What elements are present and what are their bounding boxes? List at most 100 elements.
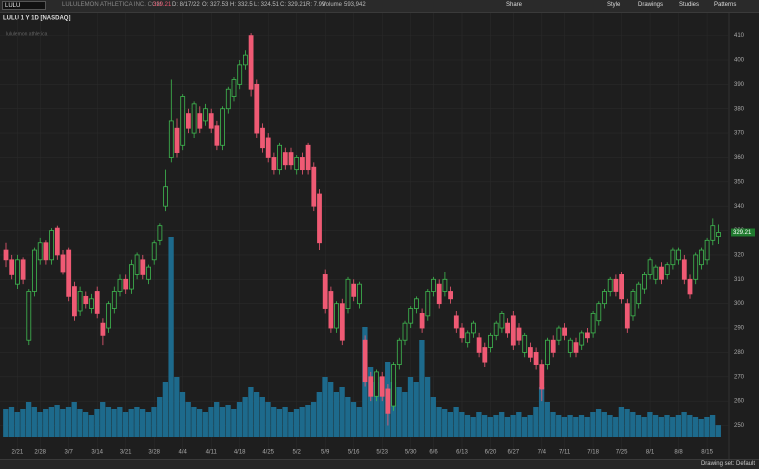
candle-body bbox=[539, 364, 545, 390]
candle-body bbox=[305, 144, 311, 171]
volume-bar bbox=[681, 412, 687, 437]
volume-bar bbox=[288, 412, 294, 437]
volume-bar bbox=[322, 377, 328, 437]
studies-button[interactable]: Studies bbox=[679, 2, 700, 8]
candle-body bbox=[237, 64, 243, 85]
volume-bar bbox=[527, 415, 533, 437]
volume-bar bbox=[8, 407, 15, 437]
volume-bar bbox=[310, 402, 317, 437]
volume-bar bbox=[350, 402, 357, 437]
drawings-button[interactable]: Drawings bbox=[638, 2, 664, 8]
volume-bar bbox=[157, 397, 163, 437]
candle-body bbox=[562, 327, 567, 336]
candle-body bbox=[425, 291, 431, 317]
x-tick-label: 2/21 bbox=[12, 450, 24, 456]
candle-body bbox=[493, 322, 499, 336]
candle-body bbox=[647, 259, 653, 275]
share-button[interactable]: Share bbox=[506, 2, 523, 8]
y-tick-label: 280 bbox=[734, 350, 745, 356]
volume-bar bbox=[367, 367, 374, 437]
candle-body bbox=[60, 254, 66, 273]
toolbar: LULU LULULEMON ATHLETICA INC. COM 329.21… bbox=[0, 0, 759, 13]
last-price: 329.21 bbox=[153, 2, 172, 8]
candle-body bbox=[704, 239, 710, 261]
last-price-tag bbox=[731, 228, 755, 237]
candle-body bbox=[277, 144, 283, 171]
candle-body bbox=[345, 278, 351, 309]
volume-bar bbox=[436, 407, 442, 437]
volume-bar bbox=[139, 409, 146, 437]
candle-body bbox=[174, 127, 180, 153]
volume-bar bbox=[43, 409, 49, 437]
candle-body bbox=[402, 322, 408, 341]
volume-bar bbox=[25, 402, 32, 437]
candle-body bbox=[642, 274, 647, 290]
volume-bar bbox=[65, 407, 72, 437]
volume-bar bbox=[214, 402, 220, 437]
candle-body bbox=[556, 327, 562, 341]
volume-bar bbox=[179, 392, 186, 437]
y-tick-label: 310 bbox=[734, 277, 745, 283]
volume-bar bbox=[100, 402, 106, 437]
candle-body bbox=[123, 278, 129, 290]
volume-bar bbox=[624, 409, 630, 437]
candle-body bbox=[453, 315, 459, 329]
y-tick-label: 370 bbox=[734, 131, 745, 137]
volume-bar bbox=[544, 402, 550, 437]
volume-bar bbox=[664, 415, 670, 437]
candle-body bbox=[265, 137, 271, 158]
candle-body bbox=[476, 337, 482, 353]
patterns-button[interactable]: Patterns bbox=[714, 2, 737, 8]
candle-body bbox=[488, 334, 493, 348]
volume-bar bbox=[77, 409, 83, 437]
volume-bar bbox=[117, 407, 123, 437]
candle-body bbox=[163, 186, 169, 207]
volume-bar bbox=[641, 417, 647, 437]
y-tick-label: 390 bbox=[734, 82, 745, 88]
y-tick-label: 300 bbox=[734, 301, 745, 307]
candle-body bbox=[248, 35, 254, 90]
candle-body bbox=[14, 259, 20, 285]
candle-body bbox=[299, 157, 305, 171]
candle-body bbox=[585, 332, 590, 339]
watermark: lululemon athletica bbox=[6, 31, 48, 37]
volume-bar bbox=[316, 392, 322, 437]
candle-body bbox=[499, 313, 505, 329]
volume-bar bbox=[538, 387, 545, 437]
x-tick-label: 8/15 bbox=[701, 450, 713, 456]
quote-open: O: 327.53 bbox=[202, 2, 229, 8]
candle-body bbox=[328, 291, 334, 329]
candle-body bbox=[100, 322, 106, 336]
volume-bar bbox=[14, 412, 20, 437]
candle-body bbox=[77, 291, 83, 312]
candle-body bbox=[9, 259, 15, 275]
candle-body bbox=[431, 278, 436, 292]
candle-body bbox=[134, 254, 140, 275]
candle-body bbox=[185, 113, 191, 129]
volume-bar bbox=[379, 377, 385, 437]
symbol-input[interactable]: LULU bbox=[2, 1, 46, 10]
volume-bar bbox=[715, 425, 721, 437]
volume-bar bbox=[692, 417, 699, 437]
volume-bar bbox=[162, 382, 169, 437]
y-tick-label: 270 bbox=[734, 374, 745, 380]
volume-bar bbox=[607, 415, 613, 437]
candle-body bbox=[459, 327, 465, 339]
volume-bar bbox=[356, 407, 362, 437]
style-button[interactable]: Style bbox=[607, 2, 621, 8]
candle-body bbox=[32, 249, 37, 292]
candle-body bbox=[607, 278, 613, 292]
candle-body bbox=[317, 193, 322, 244]
volume-bar bbox=[470, 417, 476, 437]
volume-bar bbox=[253, 392, 260, 437]
candle-body bbox=[111, 291, 117, 309]
volume-bar bbox=[561, 417, 568, 437]
candle-body bbox=[533, 352, 539, 365]
volume-bar bbox=[630, 412, 636, 437]
volume-bar bbox=[333, 392, 340, 437]
x-tick-label: 4/11 bbox=[206, 450, 218, 456]
x-tick-label: 7/4 bbox=[538, 450, 547, 456]
candle-body bbox=[208, 113, 214, 129]
x-tick-label: 2/28 bbox=[34, 450, 46, 456]
volume-bar bbox=[675, 415, 682, 437]
